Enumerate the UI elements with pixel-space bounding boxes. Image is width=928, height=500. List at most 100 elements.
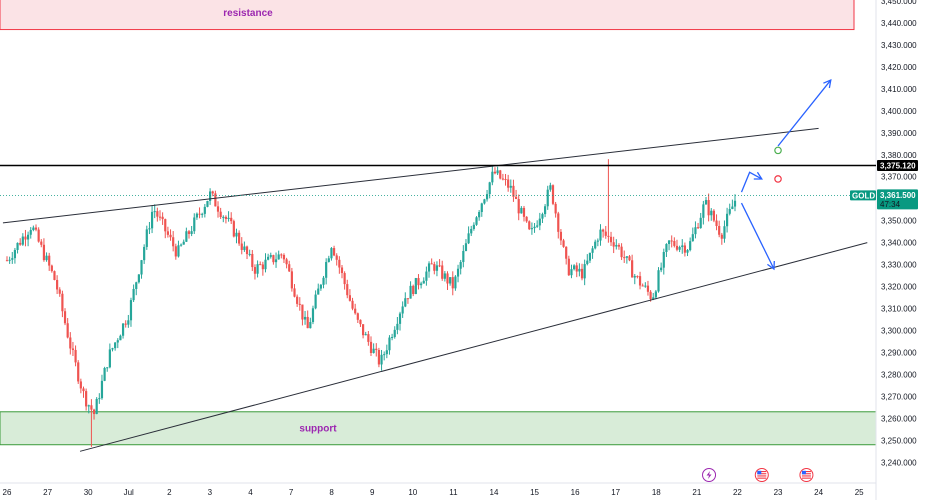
candle-body: [367, 334, 370, 342]
candle-body: [409, 285, 412, 299]
zones-layer: resistance support: [0, 0, 877, 446]
time-tick-label: 27: [43, 488, 52, 497]
candle-body: [575, 265, 578, 272]
candle-body: [675, 245, 679, 250]
us-flag-icon[interactable]: [799, 468, 814, 482]
candle-body: [240, 243, 243, 250]
candle-body: [686, 250, 689, 253]
candle-body: [282, 254, 286, 260]
candle-body: [354, 308, 357, 314]
candle-body: [425, 271, 428, 281]
candle-body: [478, 212, 481, 218]
candle-body: [327, 258, 330, 262]
signal-marker-1[interactable]: [774, 146, 782, 155]
candle-body: [119, 335, 122, 341]
resistance-zone[interactable]: [0, 0, 855, 31]
candle-body: [491, 171, 494, 183]
projection-arrow-1[interactable]: [740, 171, 763, 193]
lightning-icon[interactable]: [702, 468, 717, 482]
price-tick-label: 3,440.000: [881, 19, 917, 28]
candle-body: [185, 231, 188, 242]
time-tick-label: 10: [408, 488, 417, 497]
candles-layer: [5, 159, 737, 447]
time-tick-label: 24: [814, 488, 823, 497]
candle-body: [380, 354, 383, 365]
last-price-label: 3,361.500: [880, 191, 916, 200]
candle-body: [451, 277, 454, 289]
candle-body: [148, 228, 151, 230]
candle-body: [623, 257, 626, 259]
candle-body: [8, 259, 11, 261]
candle-body: [121, 323, 125, 336]
candle-body: [594, 241, 597, 249]
signal-marker-2[interactable]: [774, 175, 782, 183]
us-flag-icon-stripe: [801, 471, 811, 473]
candle-body: [140, 260, 143, 275]
projection-arrowhead-3: [823, 79, 832, 89]
price-tick-label: 3,300.000: [881, 327, 917, 336]
candle-body: [462, 250, 465, 263]
candle-body: [248, 253, 251, 255]
candle-body: [296, 296, 299, 304]
candle-body: [551, 185, 555, 204]
candle-body: [646, 285, 650, 292]
price-tick-label: 3,370.000: [881, 173, 917, 182]
candle-body: [393, 329, 396, 337]
candle-body: [230, 217, 233, 222]
candle-body: [728, 209, 731, 214]
candle-body: [449, 277, 452, 284]
candle-body: [591, 248, 594, 253]
candle-body: [565, 246, 568, 259]
candle-body: [103, 368, 106, 381]
candle-body: [665, 244, 668, 252]
support-zone[interactable]: [0, 411, 877, 446]
candle-body: [385, 350, 388, 355]
candle-body: [71, 348, 75, 350]
candle-body: [670, 240, 673, 242]
candle-body: [24, 236, 27, 240]
candle-body: [715, 220, 718, 226]
price-tick-label: 3,290.000: [881, 348, 917, 357]
candle-body: [520, 207, 523, 214]
candle-body: [496, 170, 499, 174]
projection-arrowhead-2: [767, 260, 775, 271]
projection-arrow-2[interactable]: [740, 202, 775, 270]
candle-body: [85, 391, 88, 407]
candle-body: [216, 206, 220, 212]
candle-body: [430, 263, 433, 265]
time-tick-label: 26: [3, 488, 12, 497]
candle-body: [533, 226, 536, 229]
candle-body: [441, 265, 444, 279]
candle-body: [464, 243, 468, 251]
candle-body: [335, 255, 338, 260]
candle-body: [599, 229, 602, 241]
candle-body: [269, 255, 272, 257]
candle-body: [100, 380, 104, 399]
candle-body: [657, 270, 660, 292]
candle-body: [330, 248, 333, 259]
candle-body: [723, 226, 726, 239]
candle-body: [383, 354, 386, 356]
candle-body: [583, 264, 586, 279]
candle-body: [50, 265, 53, 272]
us-flag-icon[interactable]: [754, 468, 769, 482]
candle-body: [543, 206, 547, 215]
symbol-tag: [850, 190, 876, 201]
candle-body: [285, 259, 288, 265]
drawings-layer[interactable]: [0, 79, 876, 452]
projection-arrow-3[interactable]: [777, 79, 832, 147]
candle-body: [232, 221, 235, 237]
candle-body: [222, 216, 225, 218]
trendline-1[interactable]: [2, 127, 819, 224]
candle-body: [588, 252, 592, 261]
price-tick-label: 3,390.000: [881, 129, 917, 138]
time-tick-label: 11: [449, 488, 458, 497]
candle-body: [29, 230, 32, 235]
us-flag-icon-ring: [754, 468, 769, 482]
candle-body: [644, 285, 647, 287]
candle-body: [235, 232, 238, 237]
candle-body: [485, 194, 489, 200]
trendline-2[interactable]: [79, 242, 868, 452]
